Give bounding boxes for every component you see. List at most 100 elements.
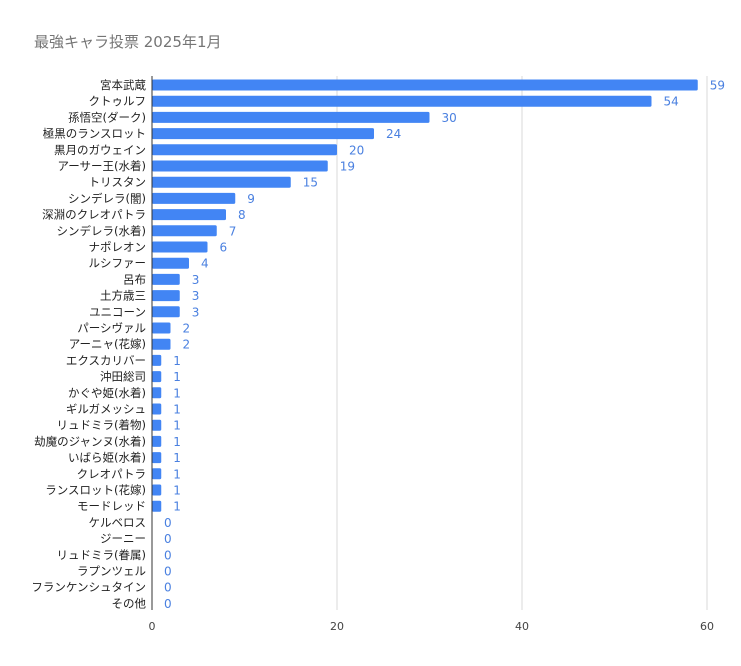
data-label: 24 xyxy=(386,127,401,141)
bar xyxy=(152,79,698,91)
data-label: 1 xyxy=(173,435,181,449)
chart-title: 最強キャラ投票 2025年1月 xyxy=(34,33,222,51)
data-label: 0 xyxy=(164,581,172,595)
bar xyxy=(152,419,162,431)
data-label: 4 xyxy=(201,257,209,271)
data-label: 1 xyxy=(173,354,181,368)
data-label: 0 xyxy=(164,548,172,562)
bar xyxy=(152,273,180,285)
category-label: クトゥルフ xyxy=(89,94,147,108)
data-label: 59 xyxy=(710,79,725,93)
data-label: 1 xyxy=(173,467,181,481)
category-label: モードレッド xyxy=(77,499,146,513)
bar xyxy=(152,387,162,399)
bar xyxy=(152,192,236,204)
bar xyxy=(152,111,430,123)
data-label: 1 xyxy=(173,403,181,417)
x-tick-label: 0 xyxy=(149,620,156,633)
bar xyxy=(152,306,180,318)
category-label: ジーニー xyxy=(100,532,146,546)
data-label: 1 xyxy=(173,500,181,514)
category-label: その他 xyxy=(112,596,147,610)
bar xyxy=(152,354,162,366)
data-label: 30 xyxy=(442,111,457,125)
category-label: リュドミラ(眷属) xyxy=(57,548,146,562)
bar xyxy=(152,160,328,172)
bar xyxy=(152,290,180,302)
data-label: 1 xyxy=(173,419,181,433)
category-label: 宮本武蔵 xyxy=(100,78,146,92)
category-label: リュドミラ(着物) xyxy=(57,418,146,432)
category-label: 黒月のガウェイン xyxy=(54,143,146,157)
data-label: 19 xyxy=(340,160,355,174)
category-label: クレオパトラ xyxy=(77,467,146,481)
bar xyxy=(152,403,162,415)
data-label: 3 xyxy=(192,289,200,303)
category-label: アーサー王(水着) xyxy=(57,159,146,173)
category-label: 極黒のランスロット xyxy=(43,127,146,141)
category-label: 深淵のクレオパトラ xyxy=(42,208,146,222)
category-label: シンデレラ(水着) xyxy=(57,224,146,238)
x-tick-label: 20 xyxy=(330,620,344,633)
bar xyxy=(152,225,217,237)
category-label: ギルガメッシュ xyxy=(66,402,146,416)
category-label: ユニコーン xyxy=(89,305,146,319)
bar xyxy=(152,241,208,253)
category-label: パーシヴァル xyxy=(77,321,146,335)
category-label: トリスタン xyxy=(89,175,147,189)
bar xyxy=(152,338,171,350)
category-label: シンデレラ(闇) xyxy=(68,191,146,205)
category-label: 呂布 xyxy=(123,272,146,286)
data-label: 1 xyxy=(173,386,181,400)
category-label: フランケンシュタイン xyxy=(31,580,146,594)
category-label: 沖田総司 xyxy=(100,370,146,384)
category-label: ナポレオン xyxy=(89,240,147,254)
category-label: かぐや姫(水着) xyxy=(68,386,146,400)
data-label: 3 xyxy=(192,305,200,319)
bar xyxy=(152,144,337,156)
bar xyxy=(152,95,652,107)
data-label: 7 xyxy=(229,224,237,238)
category-label: ラプンツェル xyxy=(77,564,146,578)
data-label: 1 xyxy=(173,451,181,465)
data-label: 2 xyxy=(183,322,191,336)
data-label: 8 xyxy=(238,208,246,222)
data-label: 2 xyxy=(183,338,191,352)
data-label: 0 xyxy=(164,516,172,530)
data-label: 54 xyxy=(664,95,679,109)
data-label: 0 xyxy=(164,565,172,579)
bar xyxy=(152,435,162,447)
data-label: 9 xyxy=(247,192,255,206)
bar xyxy=(152,128,374,140)
category-label: ケルベロス xyxy=(89,515,147,529)
data-label: 1 xyxy=(173,370,181,384)
category-label: アーニャ(花嫁) xyxy=(69,337,146,351)
category-label: ルシファー xyxy=(89,256,147,270)
bar xyxy=(152,322,171,334)
x-tick-label: 40 xyxy=(515,620,529,633)
bar xyxy=(152,176,291,188)
data-label: 3 xyxy=(192,273,200,287)
x-tick-label: 60 xyxy=(700,620,714,633)
category-label: エクスカリバー xyxy=(66,353,146,367)
data-label: 15 xyxy=(303,176,318,190)
bar xyxy=(152,484,162,496)
bar xyxy=(152,452,162,464)
category-label: いばら姫(水着) xyxy=(68,451,146,465)
bar xyxy=(152,500,162,512)
category-label: 劫魔のジャンヌ(水着) xyxy=(34,434,146,448)
bar xyxy=(152,257,189,269)
category-label: 孫悟空(ダーク) xyxy=(68,110,146,124)
bars xyxy=(152,79,698,512)
bar xyxy=(152,371,162,383)
data-label: 0 xyxy=(164,532,172,546)
category-label: ランスロット(花嫁) xyxy=(45,483,146,497)
data-label: 20 xyxy=(349,143,364,157)
category-label: 土方歳三 xyxy=(100,289,146,303)
bar xyxy=(152,468,162,480)
bar xyxy=(152,209,226,221)
gridlines xyxy=(336,76,708,610)
data-label: 1 xyxy=(173,484,181,498)
